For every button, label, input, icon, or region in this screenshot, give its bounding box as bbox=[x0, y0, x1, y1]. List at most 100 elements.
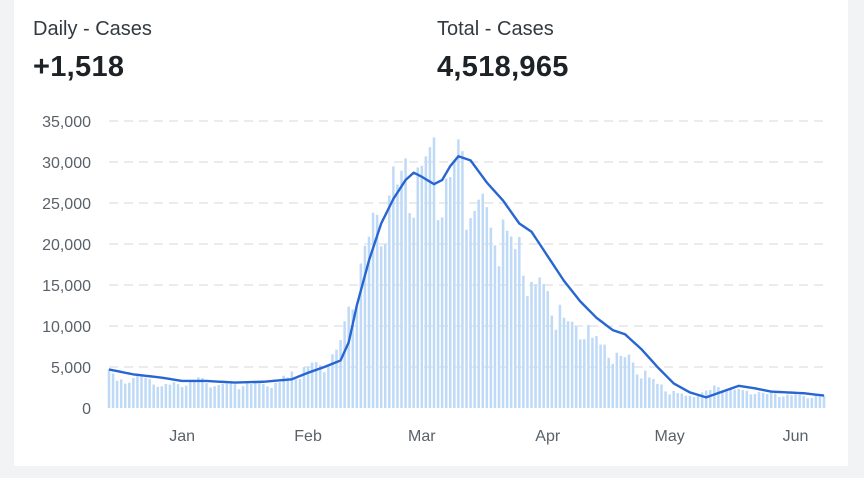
daily-bar bbox=[725, 390, 728, 408]
daily-bar bbox=[554, 329, 558, 408]
daily-bar bbox=[607, 357, 610, 408]
daily-bar bbox=[132, 378, 135, 408]
daily-bar bbox=[542, 283, 545, 408]
daily-bar bbox=[152, 384, 155, 408]
daily-bar bbox=[253, 382, 257, 408]
daily-bar bbox=[648, 377, 651, 408]
y-tick-label: 5,000 bbox=[51, 360, 91, 377]
daily-bar bbox=[509, 236, 513, 408]
daily-bar bbox=[814, 395, 818, 408]
daily-bar bbox=[436, 220, 440, 408]
daily-bar bbox=[461, 151, 464, 408]
daily-bar bbox=[530, 281, 533, 408]
daily-bar bbox=[631, 362, 635, 408]
daily-bar bbox=[773, 393, 777, 408]
daily-bar bbox=[193, 381, 196, 408]
daily-bar bbox=[713, 385, 716, 408]
daily-bar bbox=[331, 354, 334, 408]
daily-bar bbox=[782, 396, 785, 408]
daily-bar bbox=[700, 392, 704, 408]
daily-bar bbox=[818, 394, 822, 408]
daily-bar bbox=[229, 382, 233, 408]
daily-bar bbox=[469, 218, 472, 408]
daily-bar bbox=[570, 321, 574, 408]
daily-bar bbox=[209, 387, 212, 408]
daily-bar bbox=[668, 394, 671, 408]
daily-cases-label: Daily - Cases bbox=[33, 18, 152, 40]
daily-bar bbox=[217, 385, 220, 408]
daily-bar bbox=[603, 344, 606, 408]
daily-bar bbox=[278, 382, 281, 408]
daily-bar bbox=[798, 394, 801, 408]
total-cases-label: Total - Cases bbox=[437, 18, 554, 40]
daily-bar bbox=[688, 395, 692, 408]
daily-bar bbox=[197, 377, 200, 408]
daily-bar bbox=[221, 383, 225, 408]
y-tick-label: 10,000 bbox=[42, 319, 91, 336]
daily-bar bbox=[676, 393, 680, 408]
daily-bar bbox=[128, 382, 131, 408]
daily-bar bbox=[635, 374, 639, 408]
daily-bar bbox=[737, 388, 740, 408]
x-tick-label: Mar bbox=[408, 428, 436, 445]
daily-bar bbox=[538, 277, 541, 408]
daily-bar bbox=[274, 382, 277, 408]
daily-bar bbox=[148, 379, 151, 408]
y-axis-ticks: 0 5,000 10,000 15,000 20,000 25,000 30,000 35,0… bbox=[42, 114, 91, 418]
daily-bar bbox=[753, 394, 757, 408]
daily-bar bbox=[757, 392, 761, 408]
daily-bar bbox=[249, 383, 253, 408]
daily-bar bbox=[180, 386, 184, 408]
daily-bar bbox=[302, 367, 306, 408]
daily-bar bbox=[355, 307, 359, 408]
daily-bar bbox=[339, 340, 342, 408]
daily-bar bbox=[440, 217, 444, 408]
daily-bar bbox=[404, 158, 407, 408]
daily-bar bbox=[327, 366, 330, 408]
daily-bar bbox=[485, 207, 489, 408]
daily-bar bbox=[400, 170, 403, 408]
daily-bar bbox=[237, 389, 241, 408]
daily-bar bbox=[156, 386, 160, 408]
daily-bar bbox=[136, 373, 139, 408]
daily-bar bbox=[534, 284, 537, 408]
average-line bbox=[108, 155, 825, 399]
total-cases-stat: Total - Cases 4,518,965 bbox=[437, 18, 569, 84]
daily-bar bbox=[623, 357, 627, 408]
y-tick-label: 35,000 bbox=[42, 114, 91, 131]
daily-bar bbox=[396, 184, 399, 408]
daily-cases-value: +1,518 bbox=[33, 51, 125, 83]
daily-bar bbox=[213, 386, 216, 408]
daily-bar bbox=[765, 394, 769, 408]
daily-bar bbox=[591, 337, 594, 408]
daily-bar bbox=[359, 263, 363, 408]
daily-bar bbox=[550, 315, 554, 408]
daily-bar bbox=[266, 386, 269, 408]
daily-bar bbox=[546, 291, 550, 408]
x-tick-label: Jan bbox=[169, 428, 195, 445]
x-tick-label: Jun bbox=[783, 428, 809, 445]
daily-bar bbox=[741, 390, 745, 408]
daily-bar bbox=[802, 396, 805, 408]
daily-bar bbox=[448, 177, 452, 408]
daily-bar bbox=[558, 304, 562, 408]
daily-bar bbox=[822, 395, 826, 408]
daily-bar bbox=[696, 396, 700, 408]
x-tick-label: May bbox=[655, 428, 685, 445]
daily-bar bbox=[643, 370, 647, 408]
daily-bar bbox=[587, 324, 590, 408]
daily-bar bbox=[176, 384, 180, 408]
daily-bar bbox=[424, 156, 428, 408]
daily-bar bbox=[660, 384, 663, 408]
daily-bar bbox=[810, 397, 814, 408]
daily-bar bbox=[371, 212, 375, 408]
daily-bar bbox=[721, 390, 724, 408]
daily-bar bbox=[806, 398, 810, 408]
daily-bar bbox=[615, 352, 619, 408]
daily-cases-stat: Daily - Cases +1,518 bbox=[33, 18, 152, 84]
daily-bar bbox=[188, 379, 192, 408]
daily-bar bbox=[115, 380, 119, 408]
daily-bar bbox=[595, 336, 598, 408]
daily-bar bbox=[611, 363, 615, 408]
